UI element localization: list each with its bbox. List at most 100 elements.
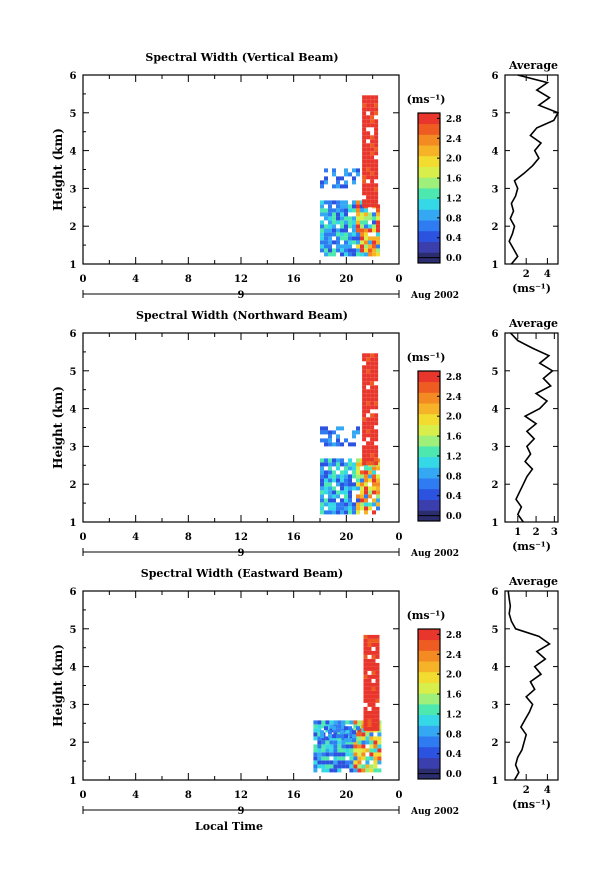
heatmap-cells: [320, 95, 380, 257]
heatmap-cell: [362, 365, 367, 370]
heatmap-cell: [340, 482, 344, 487]
heatmap-cell: [366, 381, 371, 386]
heatmap-cell: [363, 726, 368, 731]
heatmap-cell: [357, 732, 362, 737]
heatmap-cell: [317, 736, 322, 741]
heatmap-cell: [317, 748, 322, 753]
y-tick-label: 6: [70, 71, 77, 82]
heatmap-cell: [374, 171, 379, 176]
heatmap-cell: [333, 736, 338, 741]
heatmap-cell: [360, 458, 364, 463]
heatmap-cell: [374, 135, 379, 140]
heatmap-cell: [317, 764, 322, 769]
heatmap-cell: [356, 430, 360, 435]
heatmap-cell: [332, 462, 336, 467]
heatmap-cell: [352, 734, 356, 739]
heatmap-cell: [313, 732, 318, 737]
colorbar-segment: [418, 478, 440, 490]
heatmap-cell: [363, 674, 368, 679]
heatmap-cell: [371, 682, 376, 687]
heatmap-cell: [366, 421, 371, 426]
heatmap-cell: [360, 248, 364, 253]
heatmap-cell: [329, 760, 334, 765]
heatmap-cell: [324, 236, 328, 241]
heatmap-cell: [313, 736, 318, 741]
heatmap-cell: [332, 228, 336, 233]
heatmap-cell: [367, 698, 372, 703]
heatmap-cell: [317, 756, 322, 761]
panel-3: Spectral Width (Eastward Beam)123456Heig…: [51, 567, 559, 833]
heatmap-cell: [349, 764, 354, 769]
heatmap-cell: [362, 461, 367, 466]
heatmap-cell: [348, 248, 352, 253]
heatmap-cell: [374, 175, 379, 180]
heatmap-cell: [352, 510, 356, 515]
heatmap-cell: [357, 768, 362, 773]
heatmap-cell: [362, 123, 367, 128]
heatmap-cell: [371, 654, 376, 659]
heatmap-cell: [368, 228, 372, 233]
y-tick-label: 2: [70, 480, 77, 491]
heatmap-cell: [371, 714, 376, 719]
heatmap-cell: [341, 724, 346, 729]
heatmap-cell: [366, 457, 371, 462]
heatmap-cell: [363, 690, 368, 695]
heatmap-cell: [340, 224, 344, 229]
heatmap-cell: [370, 99, 375, 104]
heatmap-cell: [373, 740, 378, 745]
heatmap-cell: [324, 502, 328, 507]
heatmap-cell: [324, 212, 328, 217]
heatmap-cell: [363, 654, 368, 659]
heatmap-cell: [362, 143, 367, 148]
heatmap-cell: [320, 220, 324, 225]
heatmap-cell: [332, 726, 336, 731]
average-x-tick-label: 1: [514, 527, 521, 538]
heatmap-cell: [320, 474, 324, 479]
heatmap-cell: [375, 654, 380, 659]
heatmap-cell: [366, 441, 371, 446]
heatmap-cell: [373, 752, 378, 757]
heatmap-cell: [349, 752, 354, 757]
heatmap-cell: [336, 734, 340, 739]
colorbar-tick-label: 0.4: [446, 492, 462, 502]
colorbar-segment: [418, 736, 440, 748]
heatmap-cell: [376, 502, 380, 507]
heatmap-cell: [344, 220, 348, 225]
x-tick-label: 16: [287, 790, 301, 801]
heatmap-cell: [376, 466, 380, 471]
heatmap-cell: [366, 151, 371, 156]
heatmap-cell: [366, 175, 371, 180]
heatmap-cell: [348, 502, 352, 507]
heatmap-cell: [368, 216, 372, 221]
heatmap-cell: [352, 204, 356, 209]
heatmap-cell: [362, 381, 367, 386]
heatmap-cell: [325, 740, 330, 745]
heatmap-cell: [374, 159, 379, 164]
colorbar-tick-label: 2.8: [446, 373, 462, 383]
heatmap-cell: [356, 220, 360, 225]
heatmap-cell: [370, 401, 375, 406]
heatmap-cell: [333, 756, 338, 761]
heatmap-cell: [366, 389, 371, 394]
heatmap-cell: [370, 397, 375, 402]
heatmap-cell: [366, 203, 371, 208]
heatmap-cell: [344, 244, 348, 249]
heatmap-cell: [372, 224, 376, 229]
heatmap-cell: [375, 634, 380, 639]
average-x-axis-label: (ms⁻¹): [512, 798, 551, 811]
heatmap-cell: [367, 650, 372, 655]
heatmap-cell: [369, 764, 374, 769]
heatmap-cell: [365, 740, 370, 745]
colorbar-tick-label: 0.0: [446, 254, 462, 264]
heatmap-cell: [364, 212, 368, 217]
heatmap-cell: [362, 357, 367, 362]
heatmap-cell: [371, 722, 376, 727]
heatmap-cell: [337, 736, 342, 741]
heatmap-cell: [324, 208, 328, 213]
heatmap-cell: [376, 228, 380, 233]
heatmap-cell: [376, 212, 380, 217]
heatmap-cell: [321, 764, 326, 769]
colorbar-tick-label: 0.0: [446, 512, 462, 522]
x-tick-label: 12: [234, 274, 248, 285]
heatmap-cell: [374, 389, 379, 394]
